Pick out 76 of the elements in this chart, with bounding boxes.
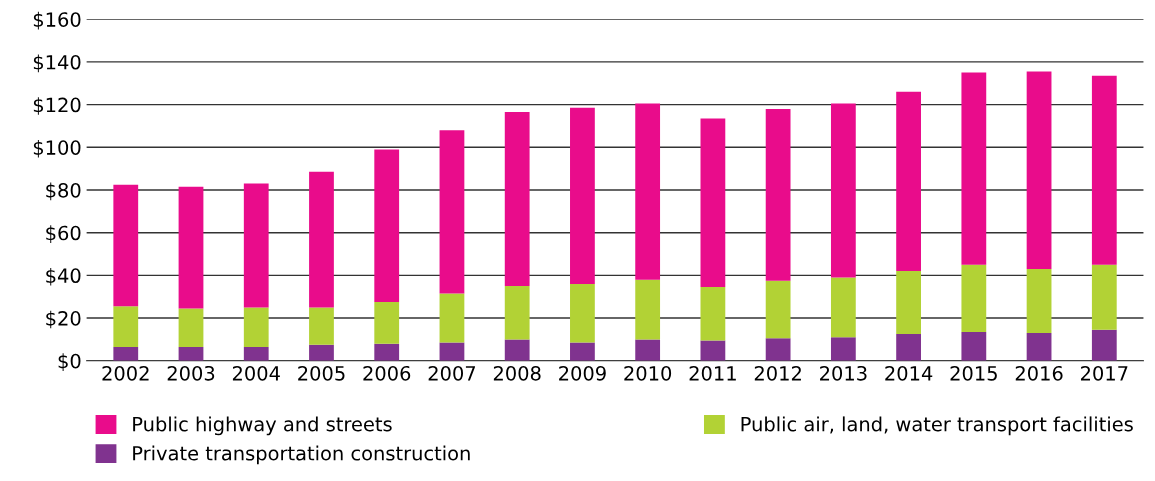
x-tick-label: 2011 (689, 365, 736, 381)
bar (635, 279, 661, 340)
x-tick-label: 2002 (102, 365, 149, 381)
bar (1091, 264, 1117, 330)
bar (635, 339, 661, 361)
y-tick-label: $40 (46, 267, 81, 286)
bar (439, 342, 465, 361)
y-tick-label: $160 (33, 11, 81, 30)
bar (961, 331, 987, 361)
bar (765, 108, 791, 281)
bar (374, 149, 400, 303)
bar (570, 283, 595, 343)
bar (113, 306, 139, 347)
y-tick-label: $20 (46, 310, 81, 329)
bar (765, 280, 791, 339)
bar (113, 346, 139, 361)
x-tick-label: 2012 (754, 365, 801, 381)
bar (374, 302, 400, 344)
x-tick-label: 2014 (885, 365, 933, 381)
legend-label: Public air, land, water transport facilities (741, 416, 1133, 436)
bar (1026, 333, 1052, 361)
bar (570, 342, 595, 361)
bar (896, 271, 921, 335)
bar (504, 286, 530, 340)
bar (178, 186, 204, 309)
bar (830, 277, 856, 338)
x-tick-label: 2009 (559, 365, 606, 381)
bar (700, 118, 726, 288)
x-tick-label: 2015 (950, 365, 997, 381)
bar (700, 340, 726, 361)
bar (635, 103, 661, 280)
bar (896, 91, 921, 272)
bar (896, 334, 921, 361)
bar (243, 307, 269, 347)
bar (1026, 268, 1052, 333)
bar (309, 307, 334, 345)
x-tick-label: 2008 (493, 365, 541, 381)
x-tick-label: 2003 (167, 365, 215, 381)
bar (1026, 71, 1052, 269)
x-tick-label: 2010 (624, 365, 672, 381)
bar (439, 130, 465, 294)
bar (830, 103, 856, 278)
bar (309, 171, 334, 308)
x-tick-label: 2004 (232, 365, 280, 381)
bar (765, 338, 791, 361)
x-tick-label: 2006 (363, 365, 411, 381)
bar (570, 107, 595, 284)
x-tick-label: 2007 (428, 365, 476, 381)
bar (504, 339, 530, 361)
y-tick-label: $0 (58, 353, 81, 371)
bar (830, 337, 856, 361)
y-tick-label: $140 (33, 54, 81, 73)
bar (309, 344, 334, 361)
bar (243, 183, 269, 308)
legend-label: Public highway and streets (133, 416, 392, 436)
bar (961, 264, 987, 332)
bar (243, 346, 269, 361)
bar (439, 293, 465, 343)
legend-label: Private transportation construction (133, 445, 470, 465)
x-tick-label: 2017 (1080, 365, 1128, 381)
x-tick-label: 2005 (298, 365, 345, 381)
bar (113, 184, 139, 307)
bar (1091, 75, 1117, 265)
bar (700, 287, 726, 341)
y-tick-label: $80 (46, 182, 81, 201)
bar (178, 308, 204, 347)
bar (1091, 329, 1117, 361)
y-tick-label: $100 (33, 139, 81, 158)
bar (178, 346, 204, 361)
bar (504, 112, 530, 287)
bar (961, 72, 987, 265)
bar (374, 343, 400, 361)
y-tick-label: $120 (33, 97, 81, 115)
x-tick-label: 2013 (820, 365, 867, 381)
x-tick-label: 2016 (1015, 365, 1063, 381)
y-tick-label: $60 (46, 225, 81, 243)
